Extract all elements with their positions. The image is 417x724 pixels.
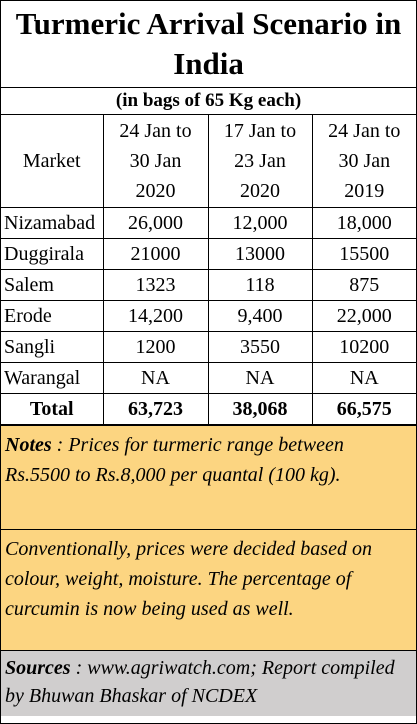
value-cell: 22,000 [311,300,417,332]
total-row: Total 63,723 38,068 66,575 [1,393,417,425]
market-cell: Warangal [1,362,104,394]
market-cell: Nizamabad [1,207,104,239]
header-line: 2019 [344,180,385,202]
table-row: Warangal NA NA NA [1,362,417,394]
value-cell: 3550 [207,331,313,363]
title: Turmeric Arrival Scenario in India [1,1,417,88]
value-cell: 9,400 [207,300,313,332]
market-cell: Erode [1,300,104,332]
total-cell: 63,723 [102,393,209,425]
header-cell: Market [1,114,104,208]
header-line: 2020 [135,180,176,202]
value-cell: 18,000 [311,207,417,239]
remark: Conventionally, prices were decided base… [1,529,416,650]
market-cell: Salem [1,269,104,301]
value-cell: 1323 [102,269,209,301]
market-cell: Sangli [1,331,104,363]
table-row: Salem 1323 118 875 [1,269,417,301]
sources-label: Sources [5,657,71,679]
value-cell: NA [311,362,417,394]
subtitle: (in bags of 65 Kg each) [1,87,417,115]
total-cell: 66,575 [311,393,417,425]
value-cell: 15500 [311,238,417,270]
table-row: Erode 14,200 9,400 22,000 [1,300,417,332]
total-cell: 38,068 [207,393,313,425]
value-cell: 1200 [102,331,209,363]
market-cell: Duggirala [1,238,104,270]
value-cell: 13000 [207,238,313,270]
value-cell: 118 [207,269,313,301]
header-line: 24 Jan to [119,120,192,142]
header-line: 24 Jan to [328,120,401,142]
value-cell: NA [207,362,313,394]
value-cell: NA [102,362,209,394]
arrival-table: Turmeric Arrival Scenario in India (in b… [1,1,417,425]
table-body: Nizamabad 26,000 12,000 18,000 Duggirala 2100… [1,207,417,394]
total-cell: Total [1,393,104,425]
value-cell: 875 [311,269,417,301]
header-line: 30 Jan [338,150,391,172]
notes: Notes: Prices for turmeric range between… [1,425,416,529]
value-cell: 12,000 [207,207,313,239]
header-cell: 24 Jan to 30 Jan 2020 [102,114,209,208]
header-line: 30 Jan [129,150,182,172]
table-row: Sangli 1200 3550 10200 [1,331,417,363]
header-line: 23 Jan [234,150,286,172]
value-cell: 14,200 [102,300,209,332]
notes-text: : Prices for turmeric range between Rs.5… [5,434,344,486]
sources: Sources: www.agriwatch.com; Report compi… [1,650,416,716]
value-cell: 10200 [311,331,417,363]
table-row: Nizamabad 26,000 12,000 18,000 [1,207,417,239]
sources-text: : www.agriwatch.com; Report compiled by … [5,657,395,707]
notes-label: Notes [5,434,52,456]
value-cell: 21000 [102,238,209,270]
value-cell: 26,000 [102,207,209,239]
header-cell: 17 Jan to 23 Jan 2020 [207,114,313,208]
table-row: Duggirala 21000 13000 15500 [1,238,417,270]
header-line: 17 Jan to [223,120,297,142]
header-cell: 24 Jan to 30 Jan 2019 [311,114,417,208]
header-line: 2020 [240,180,280,202]
